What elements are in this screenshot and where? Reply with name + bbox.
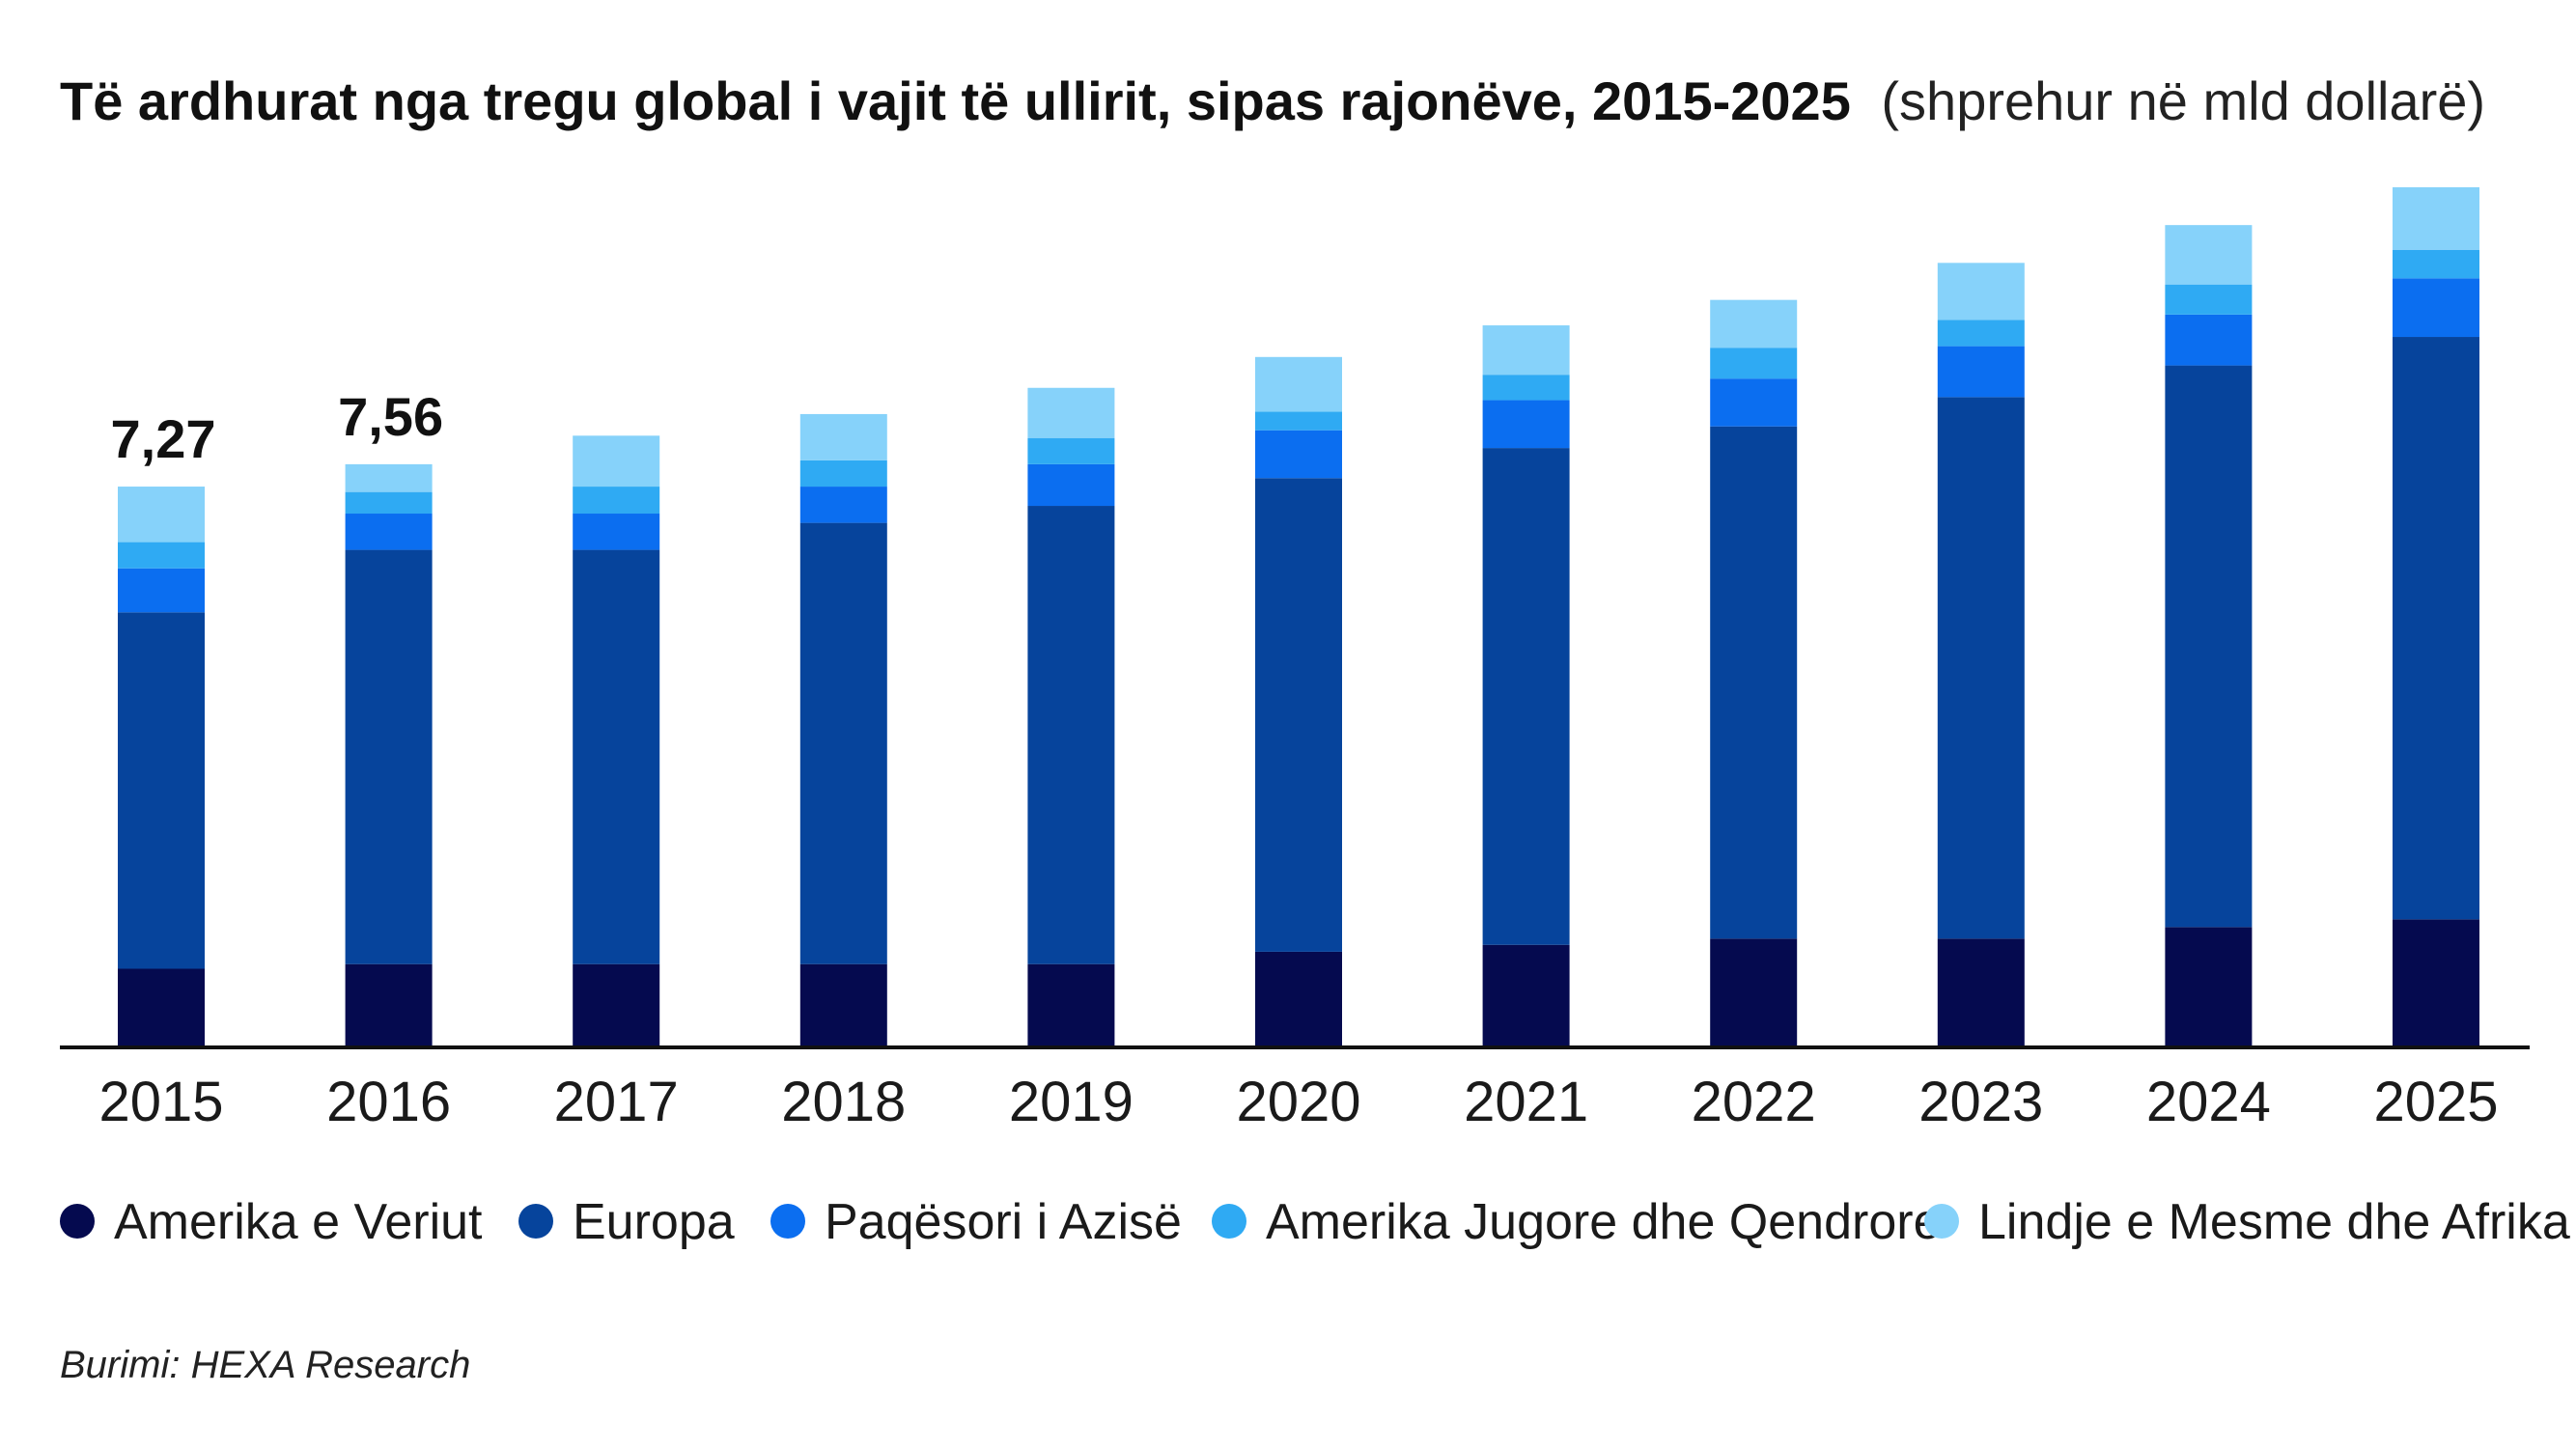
chart-title-main: Të ardhurat nga tregu global i vajit të … [60,70,1851,131]
bar-segment-2020-5 [1255,356,1342,412]
bar-segment-2025-3 [2393,278,2479,338]
x-tick-label-2019: 2019 [1009,1071,1134,1133]
bar-segment-2020-3 [1255,430,1342,479]
bar-segment-2015-3 [118,568,205,613]
bar-segment-2015-1 [118,968,205,1047]
bar-segment-2019-5 [1027,387,1115,438]
bar-segment-2025-5 [2393,186,2479,250]
bar-segment-2022-3 [1710,378,1798,427]
chart-title-unit: (shprehur në mld dollarë) [1881,70,2485,131]
bar-segment-2016-3 [345,514,433,550]
bar-segment-2017-5 [573,435,660,488]
bar-segment-2022-1 [1710,938,1798,1047]
bar-segment-2024-1 [2165,927,2253,1047]
bar-segment-2016-4 [345,491,433,515]
bar-segment-2017-1 [573,963,660,1047]
bars-group [118,186,2479,1047]
legend-label-2: Europa [573,1194,735,1250]
legend-marker-4 [1212,1204,1246,1239]
x-tick-label-2021: 2021 [1464,1071,1588,1133]
bar-segment-2015-2 [118,612,205,969]
x-tick-label-2022: 2022 [1692,1071,1816,1133]
bar-segment-2020-4 [1255,411,1342,431]
bar-segment-2023-2 [1937,397,2025,939]
legend-label-4: Amerika Jugore dhe Qendrore [1266,1194,1942,1250]
x-tick-label-2024: 2024 [2146,1071,2271,1133]
bar-segment-2015-5 [118,487,205,543]
bar-segment-2019-4 [1027,437,1115,464]
bar-segment-2021-5 [1482,325,1570,376]
bar-segment-2022-4 [1710,348,1798,379]
x-tick-label-2023: 2023 [1918,1071,2043,1133]
bar-segment-2017-3 [573,514,660,550]
bar-segment-2021-3 [1482,400,1570,449]
bar-segment-2025-4 [2393,249,2479,279]
legend-marker-5 [1924,1204,1959,1239]
legend-label-5: Lindje e Mesme dhe Afrika [1978,1194,2570,1250]
legend-label-1: Amerika e Veriut [114,1194,483,1250]
x-tick-label-2017: 2017 [554,1071,679,1133]
bar-segment-2022-2 [1710,426,1798,939]
bar-segment-2024-4 [2165,284,2253,315]
bar-segment-2017-4 [573,487,660,515]
bar-segment-2020-2 [1255,478,1342,952]
source-note: Burimi: HEXA Research [60,1344,470,1386]
bar-segment-2024-3 [2165,314,2253,366]
chart-title: Të ardhurat nga tregu global i vajit të … [60,70,2485,131]
bar-segment-2018-1 [799,963,887,1047]
data-label-2015: 7,27 [111,408,216,469]
bar-segment-2024-5 [2165,225,2253,285]
legend-marker-2 [518,1204,553,1239]
bar-segment-2018-3 [799,487,887,523]
bar-segment-2023-1 [1937,938,2025,1047]
bar-segment-2016-5 [345,463,433,492]
legend-marker-3 [770,1204,805,1239]
bar-segment-2022-5 [1710,299,1798,348]
x-tick-labels: 2015 2016 2017 2018 2019 2020 2021 2022 2023 2024… [98,1071,2498,1133]
bar-segment-2015-4 [118,542,205,569]
bar-segment-2018-5 [799,413,887,460]
legend-marker-1 [60,1204,95,1239]
x-tick-label-2018: 2018 [781,1071,906,1133]
bar-segment-2021-1 [1482,944,1570,1047]
x-tick-label-2015: 2015 [98,1071,223,1133]
bar-segment-2023-5 [1937,263,2025,320]
bar-segment-2019-3 [1027,463,1115,507]
data-label-2016: 7,56 [338,386,443,447]
bar-segment-2020-1 [1255,951,1342,1047]
bar-segment-2019-1 [1027,963,1115,1047]
bar-segment-2016-2 [345,549,433,964]
bar-segment-2021-4 [1482,375,1570,401]
bar-segment-2023-3 [1937,346,2025,398]
legend: Amerika e Veriut Europa Paqësori i Azisë Am… [60,1194,2570,1250]
x-tick-label-2016: 2016 [326,1071,451,1133]
bar-segment-2017-2 [573,549,660,964]
bar-segment-2025-2 [2393,337,2479,920]
bar-segment-2018-4 [799,460,887,488]
bar-segment-2019-2 [1027,506,1115,964]
bar-segment-2025-1 [2393,919,2479,1047]
x-tick-label-2020: 2020 [1236,1071,1360,1133]
bar-segment-2023-4 [1937,320,2025,347]
bar-segment-2018-2 [799,522,887,964]
legend-label-3: Paqësori i Azisë [825,1194,1182,1250]
bar-segment-2016-1 [345,963,433,1047]
x-tick-label-2025: 2025 [2373,1071,2498,1133]
bar-segment-2021-2 [1482,448,1570,945]
data-labels: 7,27 7,56 [111,386,444,469]
bar-segment-2024-2 [2165,365,2253,928]
